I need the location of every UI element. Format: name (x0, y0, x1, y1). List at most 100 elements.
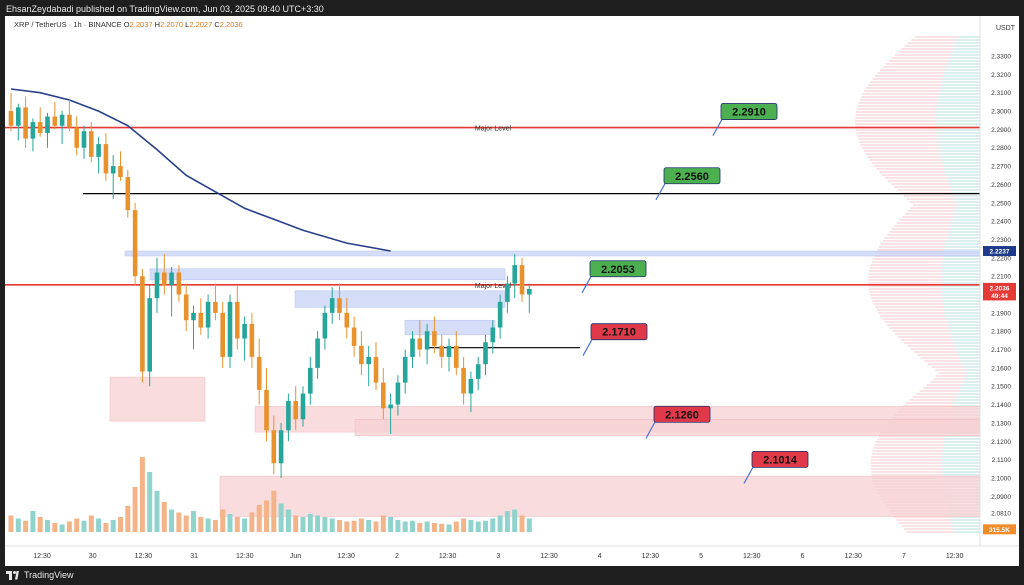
volume-profile-row (917, 354, 980, 356)
volume-profile-row (936, 129, 980, 131)
volume-profile-row (947, 324, 980, 326)
volume-profile-row (957, 393, 980, 395)
volume-profile-row (942, 78, 980, 80)
volume-profile-row (897, 189, 980, 191)
candle-body (59, 114, 65, 126)
volume-profile-row (958, 390, 980, 392)
candle-body (286, 400, 291, 431)
volume-profile-row (906, 198, 980, 200)
volume-bar (30, 511, 36, 532)
volume-profile-row (889, 231, 980, 233)
volume-profile-row (894, 54, 980, 56)
callout-text: 2.1710 (602, 327, 636, 339)
volume-profile-row (954, 42, 980, 44)
price-badge (983, 246, 1016, 257)
volume-profile-row (866, 87, 980, 89)
volume-profile-row (950, 519, 980, 521)
volume-profile-row (942, 300, 980, 302)
candle-body (191, 312, 196, 321)
volume-bar (380, 515, 386, 532)
volume-bar (512, 509, 518, 532)
volume-bar (526, 518, 532, 532)
volume-profile-row (891, 228, 980, 230)
volume-profile-row (880, 69, 980, 71)
zones (109, 250, 981, 517)
volume-bar (234, 517, 240, 532)
candle-body (417, 338, 423, 350)
volume-profile-row (896, 519, 980, 521)
price-badge (983, 282, 1016, 293)
candle-body (183, 294, 189, 321)
volume-profile-row (960, 360, 980, 362)
callout-box (653, 405, 711, 423)
volume-bar (402, 521, 408, 532)
y-tick-label: 2.3000 (991, 109, 1011, 116)
chart-frame[interactable]: Major Level Major Level 2.2910 2.2560 2.205… (5, 16, 1019, 566)
volume-profile-row (936, 111, 980, 113)
volume-profile-row (874, 444, 980, 446)
candle-body (81, 131, 87, 148)
volume-profile-row (938, 96, 980, 98)
candle-body (432, 331, 437, 346)
candle-body (235, 301, 240, 339)
y-tick-label: 2.1100 (992, 457, 1012, 464)
volume-profile-row (902, 216, 980, 218)
volume-profile-row (938, 372, 980, 374)
volume-profile-row (944, 72, 980, 74)
volume-bar (285, 509, 291, 532)
volume-profile-row (941, 288, 980, 290)
volume-profile-row (958, 354, 980, 356)
volume-profile-row (953, 342, 980, 344)
y-tick-label: 2.3100 (991, 90, 1011, 97)
volume-profile-row (942, 447, 980, 449)
volume-profile-row (885, 63, 980, 65)
volume-profile-row (869, 291, 980, 293)
footer: TradingView (6, 568, 74, 582)
volume-bar (125, 505, 131, 532)
volume-profile-row (942, 474, 980, 476)
candle-body (519, 265, 525, 295)
volume-profile-row (872, 258, 980, 260)
volume-bar (176, 512, 182, 532)
volume-bar (147, 472, 153, 532)
volume-profile-row (882, 318, 980, 320)
volume-profile-row (940, 156, 980, 158)
volume-profile-row (936, 123, 980, 125)
volume-profile-row (904, 213, 980, 215)
volume-profile-row (909, 399, 980, 401)
volume-profile-row (911, 39, 980, 41)
x-tick-label: 12:30 (743, 553, 761, 560)
price-chart[interactable]: Major Level Major Level 2.2910 2.2560 2.205… (5, 16, 1019, 566)
volume-profile-row (855, 129, 980, 131)
x-tick-label: 7 (902, 553, 906, 560)
candle-body (118, 166, 123, 178)
volume-profile-row (855, 111, 980, 113)
callout-box (720, 103, 778, 120)
volume-profile-row (945, 318, 980, 320)
x-tick-label: 12:30 (33, 553, 51, 560)
volume-profile-row (862, 147, 980, 149)
tradingview-logo-icon (6, 570, 20, 580)
volume-profile-row (941, 273, 980, 275)
volume-profile-row (914, 36, 980, 38)
candle-body (125, 177, 131, 211)
volume-bar (468, 520, 474, 532)
volume-bar (439, 523, 445, 532)
volume-profile-row (857, 105, 980, 107)
volume-bar (504, 511, 510, 532)
volume-profile-row (945, 174, 980, 176)
volume-profile-row (870, 264, 980, 266)
candle-body (264, 389, 269, 431)
volume-bar (475, 521, 481, 532)
volume-profile-row (961, 384, 980, 386)
volume-bar (424, 521, 430, 532)
candle-body (23, 107, 28, 139)
volume-profile-row (874, 75, 980, 77)
callout-box (663, 167, 721, 185)
volume-profile-row (945, 69, 980, 71)
volume-profile-row (947, 234, 980, 236)
volume-profile-row (949, 330, 980, 332)
volume-profile-row (904, 528, 980, 530)
volume-profile-row (953, 405, 980, 407)
candle-body (381, 382, 386, 409)
